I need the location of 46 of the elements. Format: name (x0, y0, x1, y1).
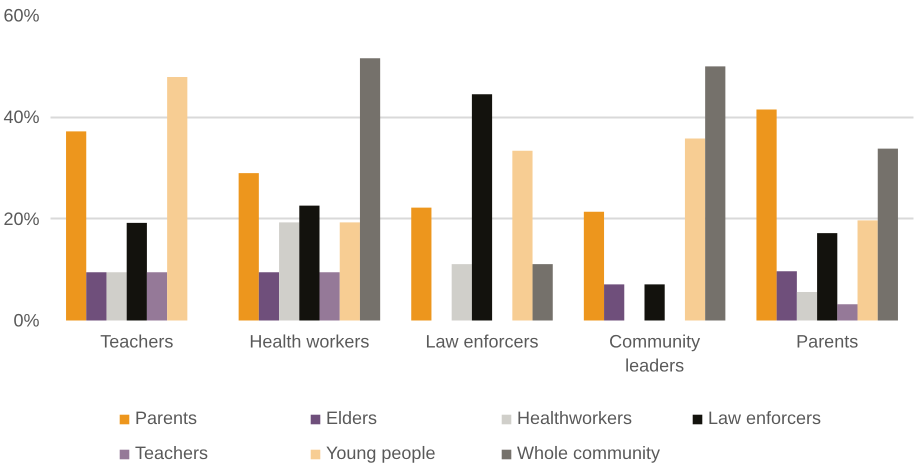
legend-label: Teachers (135, 443, 210, 464)
bar (106, 272, 127, 320)
y-tick-label: 0% (13, 310, 40, 330)
bar (684, 138, 706, 320)
bar (705, 66, 726, 320)
legend-label: Whole community (517, 443, 662, 464)
legend-label: Law enforcers (708, 408, 822, 429)
bar (858, 220, 878, 320)
bar (644, 284, 665, 320)
legend-label: Healthworkers (517, 408, 634, 429)
bar (776, 271, 797, 320)
bar (411, 208, 432, 320)
legend-label: Parents (135, 408, 198, 429)
x-tick-label: Health workers (249, 332, 370, 352)
bar (817, 233, 838, 320)
x-tick-label: Teachers (100, 332, 174, 352)
bar (584, 212, 604, 320)
bar (238, 173, 259, 320)
bar (279, 222, 300, 320)
bar (472, 94, 492, 320)
y-tick-label: 40% (3, 107, 40, 128)
bar (837, 304, 858, 320)
bar (320, 272, 340, 320)
y-tick-label: 60% (3, 6, 40, 26)
bar (512, 150, 533, 320)
bar (604, 284, 624, 320)
legend-label: Young people (326, 443, 436, 464)
bar (126, 222, 147, 320)
bar (452, 264, 472, 320)
bar (146, 272, 168, 320)
bar (796, 292, 818, 320)
bar (86, 272, 106, 320)
bar (532, 264, 553, 320)
bar (258, 272, 280, 320)
x-tick-label: Law enforcers (425, 332, 539, 352)
bar (756, 110, 777, 320)
bar (66, 131, 86, 320)
bar (299, 206, 320, 320)
x-tick-label: Parents (796, 332, 858, 352)
bar (878, 148, 898, 320)
y-tick-label: 20% (3, 208, 40, 229)
bar (360, 58, 380, 320)
bar (167, 77, 188, 320)
bar (340, 222, 360, 320)
legend-label: Elders (326, 408, 378, 429)
x-tick-label: Community leaders (609, 332, 700, 376)
